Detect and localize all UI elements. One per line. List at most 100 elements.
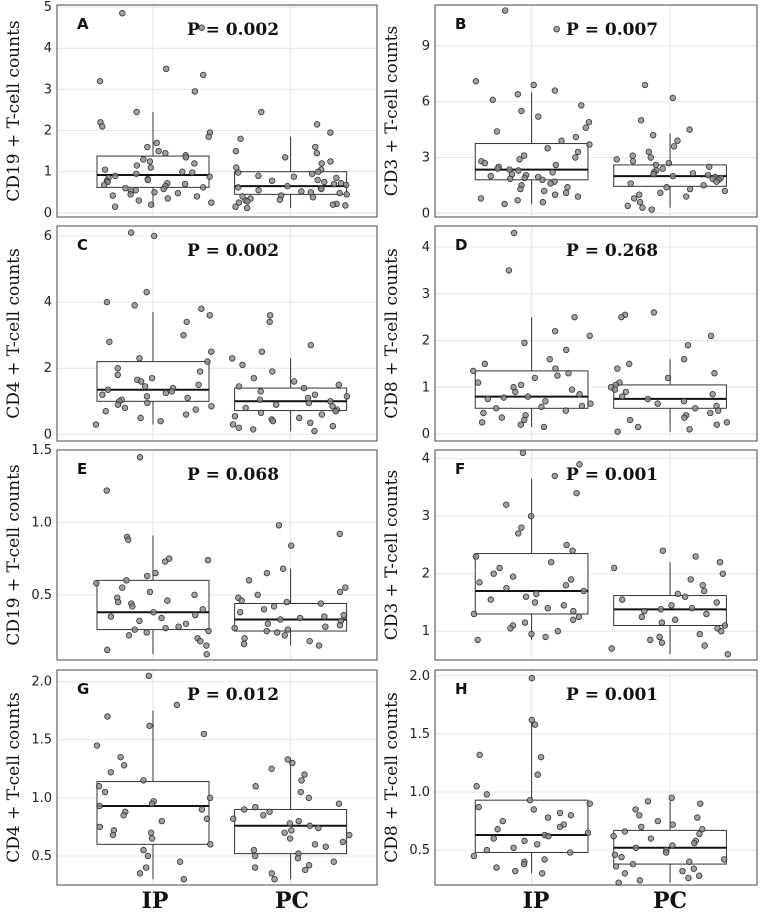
data-point [586, 332, 593, 340]
data-point [146, 158, 154, 165]
data-point [624, 202, 631, 210]
data-point [670, 143, 678, 150]
data-point [551, 327, 559, 335]
y-axis-label: CD19 + T-cell counts [4, 20, 24, 201]
data-point [658, 639, 666, 646]
data-point [514, 91, 522, 98]
data-point [541, 856, 548, 863]
y-tick-label: 0.5 [31, 588, 52, 603]
data-point [332, 408, 339, 415]
data-point [621, 828, 629, 835]
data-point [158, 614, 165, 622]
data-point [99, 123, 106, 130]
data-point [474, 379, 482, 386]
data-point [545, 832, 552, 840]
bottom-x-axis-labels: IP PC IP PC [142, 888, 687, 914]
data-point [657, 606, 664, 613]
y-tick-label: 4 [44, 41, 52, 56]
data-point [241, 635, 248, 642]
data-point [585, 118, 593, 126]
data-point [692, 553, 699, 560]
data-point [260, 606, 268, 613]
data-point [618, 596, 626, 603]
data-point [295, 817, 302, 825]
data-point [553, 25, 560, 33]
data-point [686, 426, 693, 433]
data-point [489, 96, 496, 104]
data-point [521, 339, 528, 347]
data-point [251, 852, 259, 860]
box-pc [613, 133, 727, 208]
data-point [573, 489, 580, 497]
data-point [647, 835, 655, 842]
data-point [713, 599, 720, 606]
data-point [330, 858, 337, 865]
data-point [501, 200, 508, 208]
panel-frame [434, 4, 758, 218]
panel-letter: A [77, 15, 89, 33]
data-point [587, 400, 594, 407]
y-tick-label: 1 [44, 165, 52, 180]
data-point [664, 374, 672, 382]
data-point [255, 172, 262, 180]
panel-h: 0.5 1.0 1.5 2.0 CD8 + T-cell counts H P = 0.00… [382, 669, 758, 886]
box-pc [613, 801, 727, 883]
data-point [164, 195, 171, 202]
data-point [517, 421, 524, 428]
box-pc [613, 562, 727, 655]
data-point [717, 628, 725, 635]
data-point [569, 616, 577, 623]
data-point [494, 165, 501, 172]
data-point [514, 197, 521, 204]
data-point [584, 829, 592, 836]
data-point [296, 614, 304, 622]
data-point [612, 863, 620, 870]
data-point [160, 185, 167, 193]
data-point [257, 388, 264, 395]
data-point [665, 159, 673, 167]
data-point [610, 564, 618, 572]
y-tick-label: 1.5 [31, 733, 52, 748]
data-point [268, 870, 276, 877]
data-point [636, 191, 643, 198]
data-point [477, 195, 485, 202]
data-point [279, 565, 287, 572]
data-point [109, 831, 117, 839]
data-point [507, 625, 514, 632]
data-point [336, 622, 344, 629]
data-point [101, 166, 109, 173]
data-point [136, 454, 144, 461]
data-point [539, 176, 546, 184]
data-point [641, 81, 649, 89]
data-point [250, 426, 257, 433]
data-point [342, 181, 350, 189]
data-point [669, 94, 677, 102]
data-point [266, 318, 273, 326]
box-ip [474, 92, 589, 204]
box-pc [234, 358, 348, 432]
data-point [699, 582, 706, 589]
data-point [284, 182, 291, 190]
y-tick-label: 3 [422, 150, 430, 165]
data-point [551, 472, 558, 480]
data-point [250, 846, 258, 854]
data-point [266, 808, 273, 815]
box-iqr [96, 361, 210, 402]
data-point [314, 176, 321, 184]
data-point [231, 624, 238, 632]
data-point [321, 613, 328, 620]
data-point [114, 365, 121, 372]
data-point [342, 584, 349, 591]
data-point [198, 24, 205, 31]
data-point [530, 806, 538, 813]
p-value-label: P = 0.001 [566, 685, 658, 705]
data-point [552, 365, 559, 372]
data-point [136, 355, 143, 362]
data-point [129, 603, 136, 610]
data-point [120, 762, 128, 769]
data-point [147, 829, 155, 836]
data-point [125, 536, 132, 543]
data-point [200, 71, 207, 79]
panel-d: 0 1 2 3 4 CD8 + T-cell counts D P = 0.268 [382, 225, 758, 442]
data-point [518, 107, 525, 115]
